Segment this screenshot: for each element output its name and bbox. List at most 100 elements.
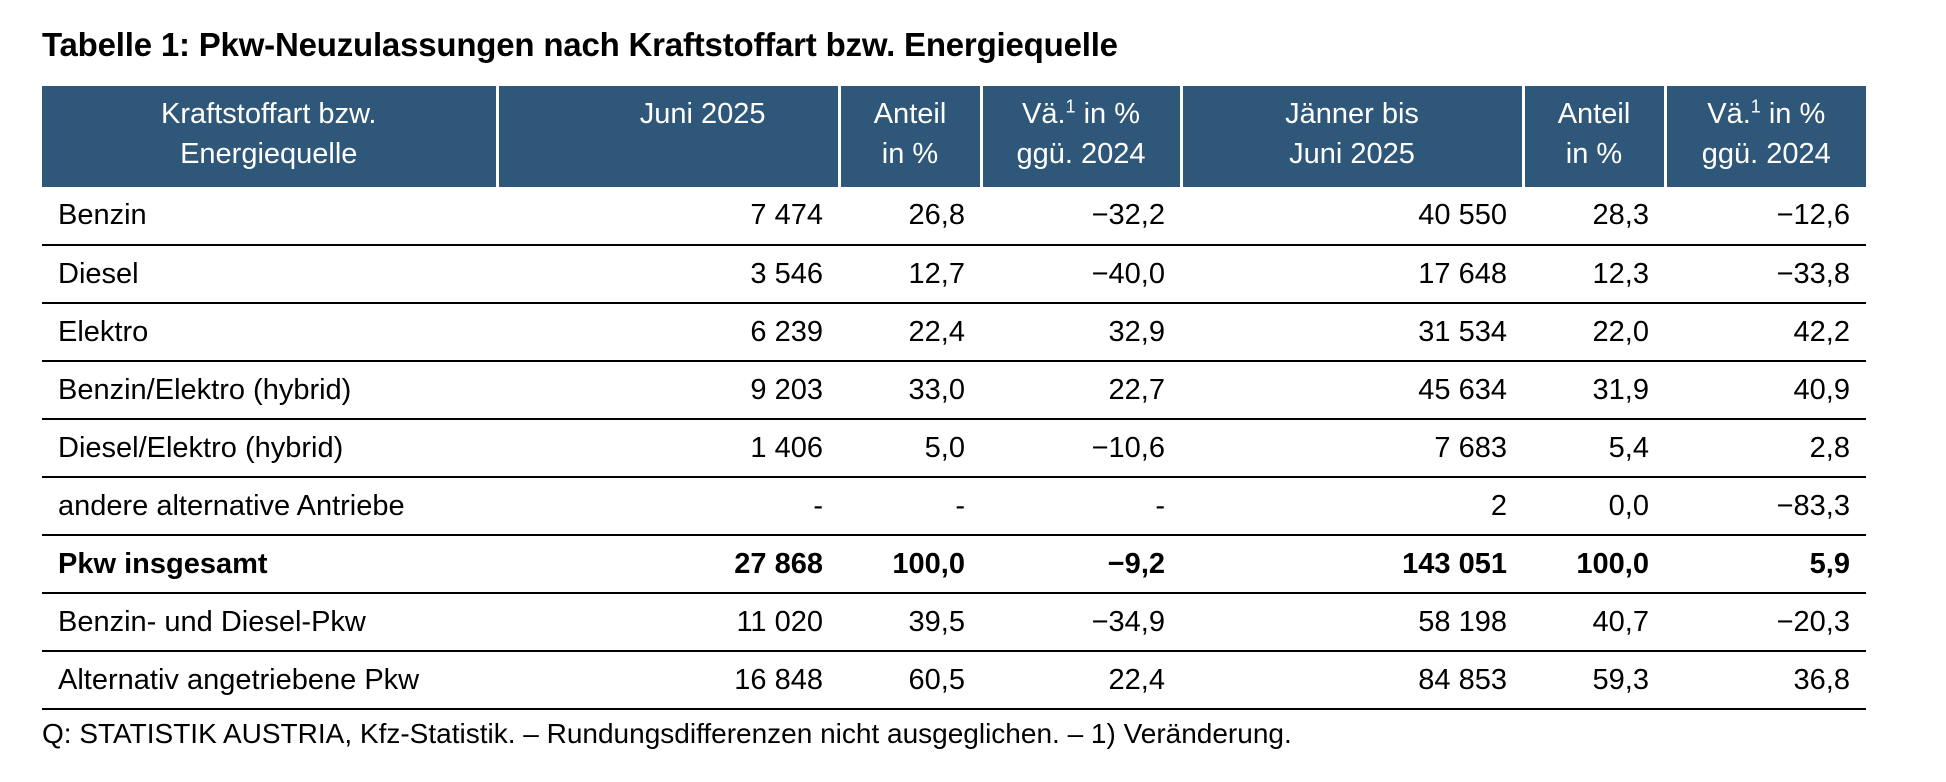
cell-change-ytd: −20,3 (1665, 593, 1866, 652)
cell-share-ytd: 28,3 (1523, 187, 1665, 246)
cell-change-june: −32,2 (981, 187, 1181, 246)
header-change-june-line2: ggü. 2024 (1016, 138, 1146, 170)
header-share-ytd: Anteil in % (1521, 86, 1665, 187)
cell-ytd: 2 (1181, 477, 1523, 536)
table-title: Tabelle 1: Pkw-Neuzulassungen nach Kraft… (42, 26, 1118, 63)
table-row-diesel: Diesel 3 546 12,7 −40,0 17 648 12,3 −33,… (42, 245, 1866, 304)
cell-change-june: −34,9 (981, 593, 1181, 652)
cell-change-june: 32,9 (981, 303, 1181, 362)
table-row-benzin-und-diesel: Benzin- und Diesel-Pkw 11 020 39,5 −34,9… (42, 593, 1866, 652)
header-ytd-line2: Juni 2025 (1289, 138, 1415, 170)
row-label: Diesel (42, 245, 497, 304)
row-label: Elektro (42, 303, 497, 362)
cell-ytd: 143 051 (1181, 535, 1523, 594)
cell-june: 9 203 (497, 361, 839, 420)
cell-change-june: −40,0 (981, 245, 1181, 304)
header-ytd-line1: Jänner bis (1285, 98, 1419, 130)
cell-share-june: 60,5 (839, 651, 981, 710)
row-label: Benzin/Elektro (hybrid) (42, 361, 497, 420)
cell-june: 6 239 (497, 303, 839, 362)
cell-change-ytd: 5,9 (1665, 535, 1866, 594)
table-row-diesel-elektro-hybrid: Diesel/Elektro (hybrid) 1 406 5,0 −10,6 … (42, 419, 1866, 478)
cell-june: - (497, 477, 839, 536)
row-label: andere alternative Antriebe (42, 477, 497, 536)
cell-share-june: 5,0 (839, 419, 981, 478)
header-june-2025: Juni 2025 (495, 86, 839, 187)
cell-change-june: −10,6 (981, 419, 1181, 478)
cell-share-ytd: 12,3 (1523, 245, 1665, 304)
cell-june: 16 848 (497, 651, 839, 710)
cell-ytd: 84 853 (1181, 651, 1523, 710)
cell-change-june: 22,4 (981, 651, 1181, 710)
table-row-alternativ-angetrieben: Alternativ angetriebene Pkw 16 848 60,5 … (42, 651, 1866, 710)
header-share-ytd-line2: in % (1565, 138, 1623, 170)
cell-share-ytd: 22,0 (1523, 303, 1665, 362)
header-change-june-pre: Vä. (1021, 98, 1066, 130)
header-share-ytd-line1: Anteil (1557, 98, 1631, 130)
header-change-june-post: in % (1075, 98, 1141, 130)
header-share-june: Anteil in % (837, 86, 981, 187)
cell-ytd: 58 198 (1181, 593, 1523, 652)
cell-june: 11 020 (497, 593, 839, 652)
header-change-ytd-pre: Vä. (1707, 98, 1751, 130)
cell-change-june: - (981, 477, 1181, 536)
header-fuel-type-line2: Energiequelle (180, 138, 358, 170)
cell-share-june: 12,7 (839, 245, 981, 304)
source-note: Q: STATISTIK AUSTRIA, Kfz-Statistik. – R… (42, 718, 1292, 749)
cell-ytd: 45 634 (1181, 361, 1523, 420)
cell-share-june: 26,8 (839, 187, 981, 246)
header-ytd: Jänner bis Juni 2025 (1179, 86, 1523, 187)
header-fuel-type-line1: Kraftstoffart bzw. (161, 98, 377, 130)
row-label: Alternativ angetriebene Pkw (42, 651, 497, 710)
cell-change-ytd: −12,6 (1665, 187, 1866, 246)
cell-share-ytd: 31,9 (1523, 361, 1665, 420)
registrations-table: Kraftstoffart bzw. Energiequelle Juni 20… (42, 86, 1866, 710)
table-row-benzin-elektro-hybrid: Benzin/Elektro (hybrid) 9 203 33,0 22,7 … (42, 361, 1866, 420)
table-row-pkw-insgesamt: Pkw insgesamt 27 868 100,0 −9,2 143 051 … (42, 535, 1866, 594)
cell-share-june: 22,4 (839, 303, 981, 362)
header-change-june: Vä.1 in % ggü. 2024 (979, 86, 1181, 187)
header-row: Kraftstoffart bzw. Energiequelle Juni 20… (42, 86, 1866, 187)
header-fuel-type: Kraftstoffart bzw. Energiequelle (42, 86, 497, 187)
cell-june: 3 546 (497, 245, 839, 304)
cell-share-june: 100,0 (839, 535, 981, 594)
cell-change-ytd: 42,2 (1665, 303, 1866, 362)
header-june-2025-line1: Juni 2025 (639, 98, 766, 130)
table-row-elektro: Elektro 6 239 22,4 32,9 31 534 22,0 42,2 (42, 303, 1866, 362)
cell-change-ytd: 40,9 (1665, 361, 1866, 420)
cell-change-ytd: −33,8 (1665, 245, 1866, 304)
row-label: Benzin (42, 187, 497, 246)
table-row-andere-alternative: andere alternative Antriebe - - - 2 0,0 … (42, 477, 1866, 536)
cell-change-ytd: −83,3 (1665, 477, 1866, 536)
header-change-ytd: Vä.1 in % ggü. 2024 (1663, 86, 1866, 187)
cell-share-ytd: 100,0 (1523, 535, 1665, 594)
row-label: Pkw insgesamt (42, 535, 497, 594)
cell-ytd: 40 550 (1181, 187, 1523, 246)
cell-share-ytd: 5,4 (1523, 419, 1665, 478)
row-label: Diesel/Elektro (hybrid) (42, 419, 497, 478)
cell-change-june: 22,7 (981, 361, 1181, 420)
header-change-ytd-line2: ggü. 2024 (1701, 138, 1831, 170)
header-change-june-footnote: 1 (1065, 96, 1076, 117)
table-row-benzin: Benzin 7 474 26,8 −32,2 40 550 28,3 −12,… (42, 187, 1866, 246)
cell-share-ytd: 40,7 (1523, 593, 1665, 652)
cell-june: 27 868 (497, 535, 839, 594)
cell-change-ytd: 2,8 (1665, 419, 1866, 478)
cell-ytd: 7 683 (1181, 419, 1523, 478)
cell-share-ytd: 59,3 (1523, 651, 1665, 710)
cell-ytd: 31 534 (1181, 303, 1523, 362)
cell-share-june: 39,5 (839, 593, 981, 652)
header-share-june-line1: Anteil (873, 98, 947, 130)
header-share-june-line2: in % (881, 138, 939, 170)
cell-change-june: −9,2 (981, 535, 1181, 594)
cell-ytd: 17 648 (1181, 245, 1523, 304)
header-change-ytd-footnote: 1 (1750, 96, 1761, 117)
cell-share-june: 33,0 (839, 361, 981, 420)
cell-share-ytd: 0,0 (1523, 477, 1665, 536)
cell-june: 1 406 (497, 419, 839, 478)
cell-share-june: - (839, 477, 981, 536)
cell-june: 7 474 (497, 187, 839, 246)
header-change-ytd-post: in % (1760, 98, 1826, 130)
row-label: Benzin- und Diesel-Pkw (42, 593, 497, 652)
cell-change-ytd: 36,8 (1665, 651, 1866, 710)
